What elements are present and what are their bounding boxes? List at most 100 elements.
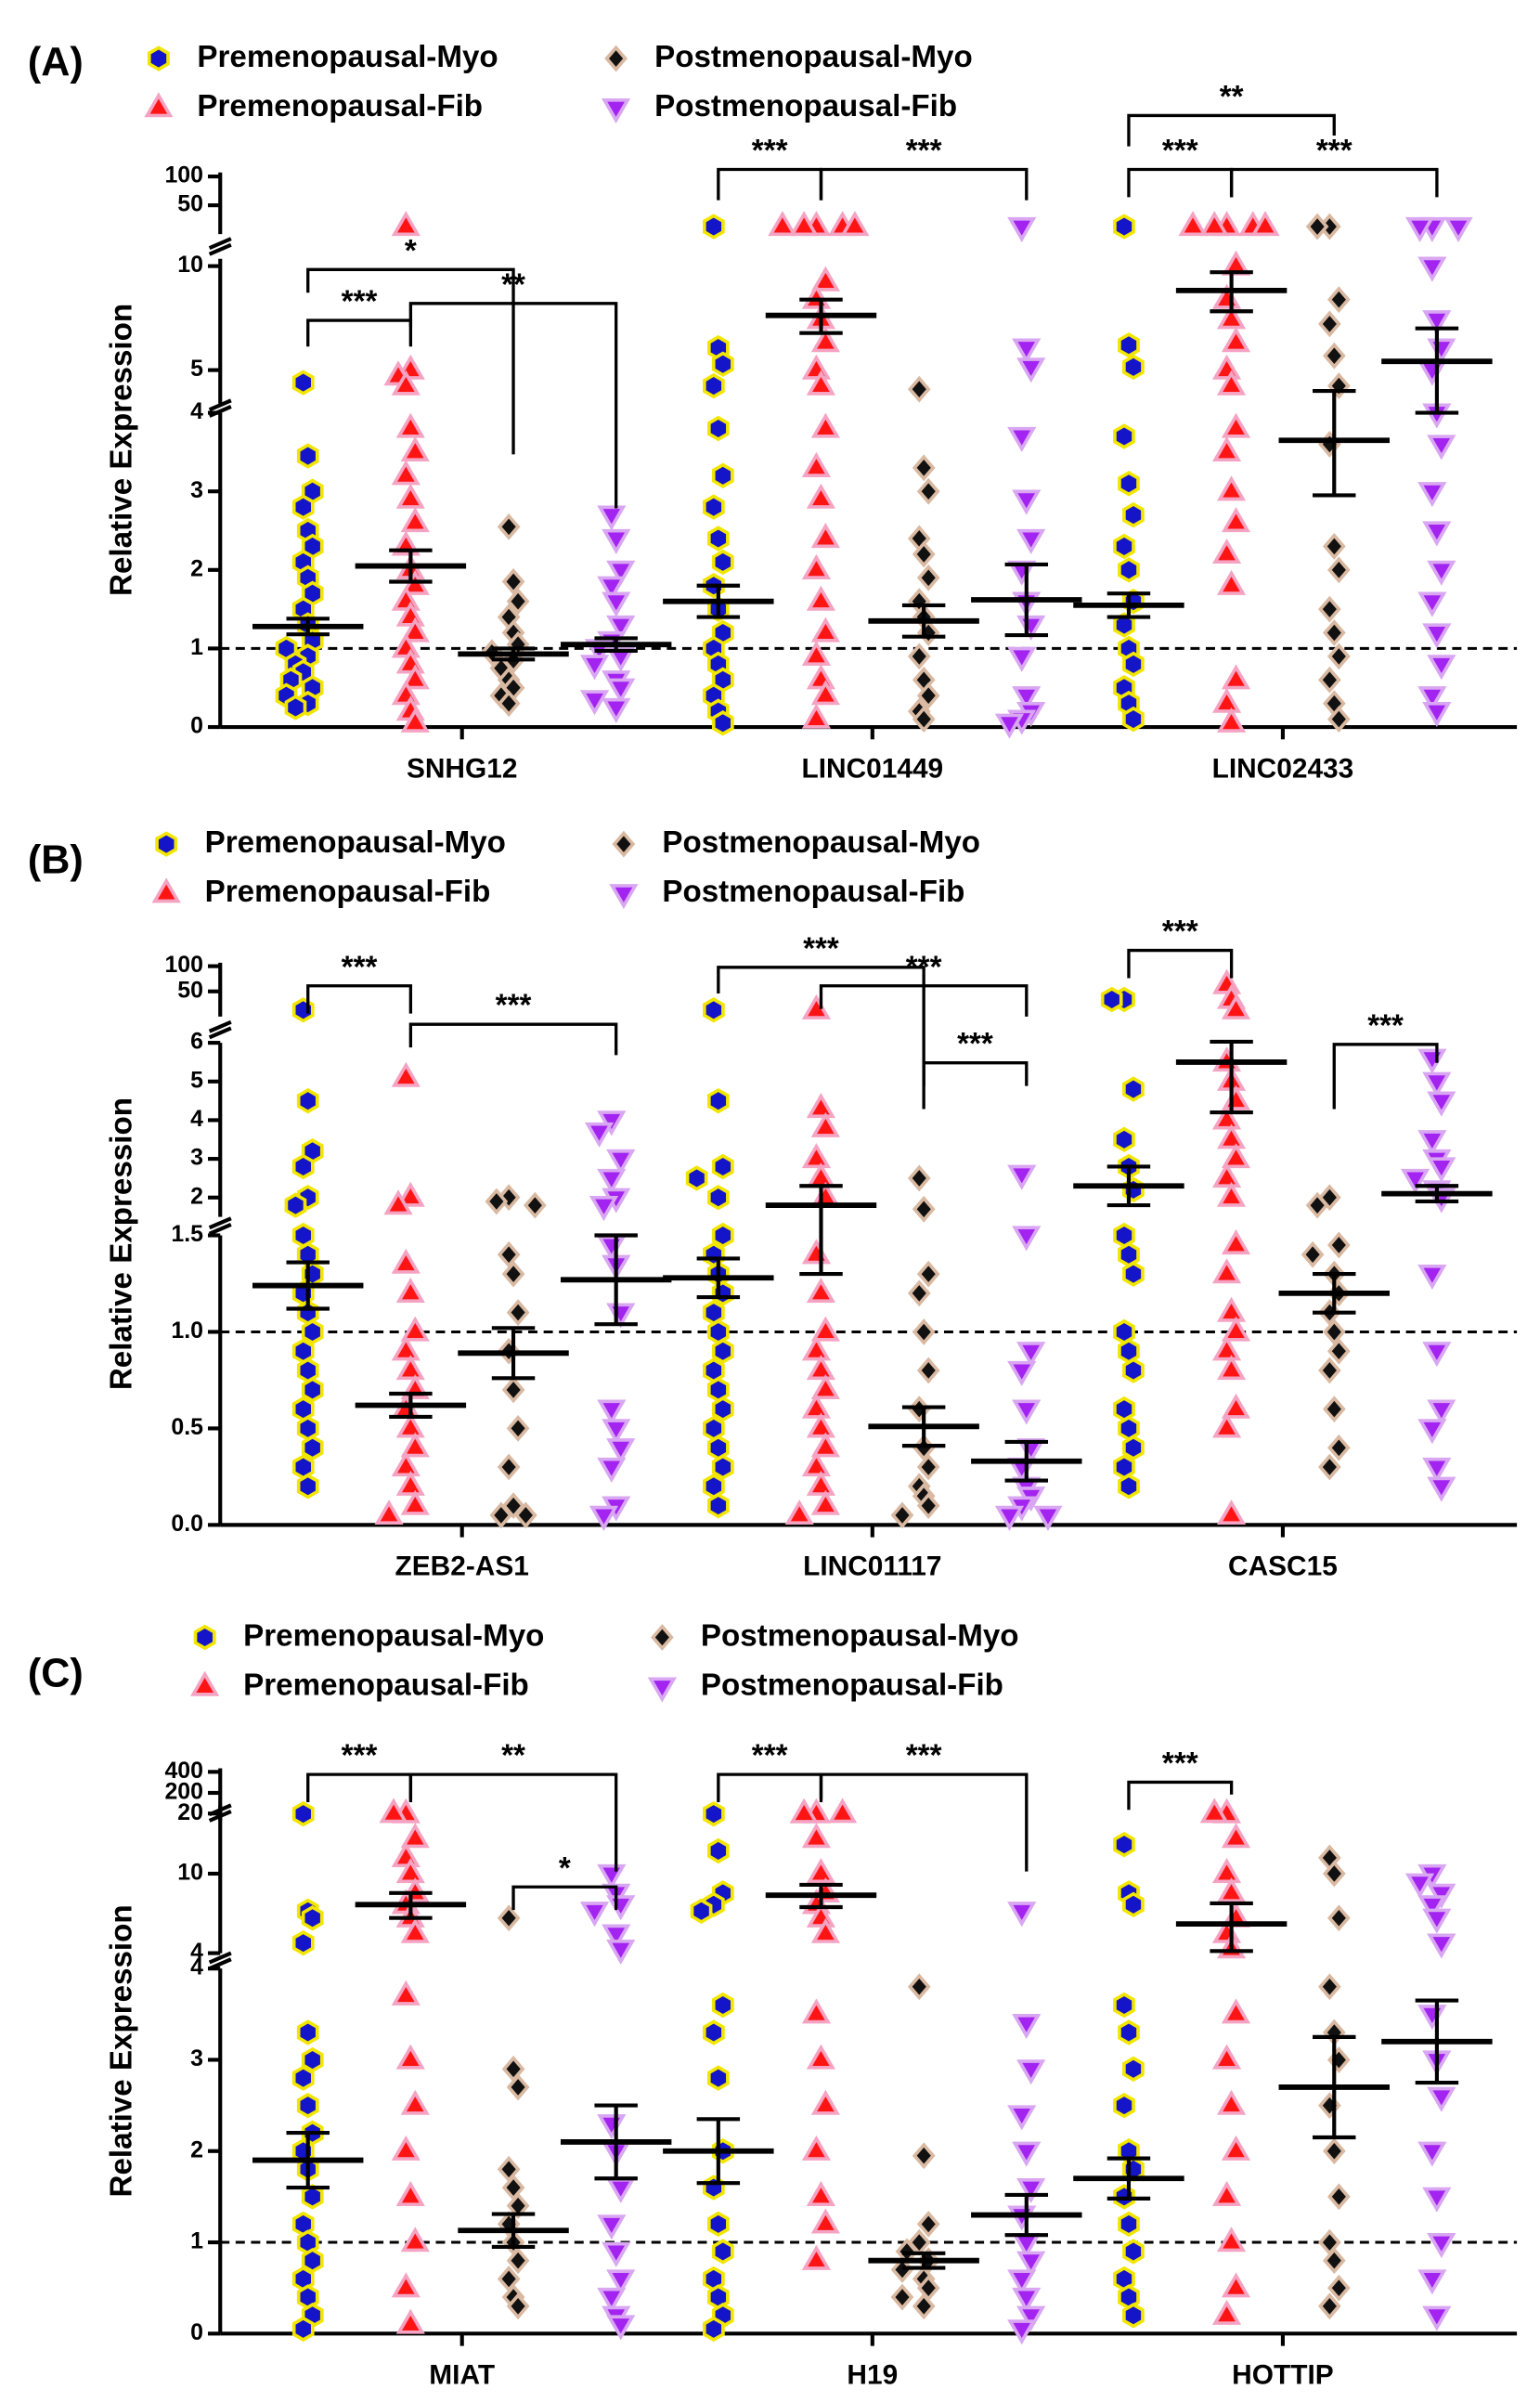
data-point xyxy=(395,483,425,509)
data-point xyxy=(1113,423,1135,449)
data-point xyxy=(606,2269,636,2295)
axis-break xyxy=(208,1951,232,1965)
data-point xyxy=(801,703,832,729)
data-point xyxy=(810,2089,840,2115)
data-point xyxy=(916,564,940,591)
data-point xyxy=(806,1093,836,1119)
data-point xyxy=(1326,706,1351,733)
data-point xyxy=(912,706,936,733)
data-point xyxy=(284,695,307,721)
data-point xyxy=(501,1260,525,1288)
data-point xyxy=(1326,1434,1351,1461)
data-point xyxy=(1118,2019,1140,2045)
data-point xyxy=(1122,651,1145,678)
data-point xyxy=(784,1500,814,1526)
legend-marker xyxy=(193,1624,216,1651)
data-point xyxy=(1113,1992,1135,2019)
data-point xyxy=(711,1338,734,1364)
data-point xyxy=(602,528,631,554)
data-point xyxy=(400,507,430,533)
axis-break xyxy=(208,405,232,418)
data-point xyxy=(1216,304,1247,330)
data-point xyxy=(1113,1318,1135,1345)
data-point xyxy=(284,1192,307,1218)
data-point xyxy=(1326,1337,1351,1365)
data-point xyxy=(1122,1891,1145,1918)
data-point xyxy=(711,1222,734,1249)
data-point xyxy=(301,1318,324,1345)
data-point xyxy=(801,1998,832,2024)
data-point xyxy=(1221,1084,1251,1110)
y-tick-label: 50 xyxy=(177,977,203,1003)
data-point xyxy=(703,1357,725,1383)
data-point xyxy=(579,655,610,681)
data-point xyxy=(597,2287,627,2313)
data-point xyxy=(706,1377,730,1403)
data-point xyxy=(1016,1342,1046,1368)
data-point xyxy=(1318,1453,1341,1481)
x-tick-label: HOTTIP xyxy=(1232,2360,1333,2391)
x-tick-label: H19 xyxy=(847,2360,898,2391)
x-tick-label: LINC01449 xyxy=(801,753,943,784)
legend-marker xyxy=(612,830,636,858)
data-point xyxy=(1216,1123,1247,1149)
significance-label: *** xyxy=(1162,134,1198,168)
data-point xyxy=(1216,370,1247,396)
data-point xyxy=(1016,2177,1046,2203)
data-point xyxy=(706,1435,730,1461)
y-tick-label: 4 xyxy=(190,1106,203,1132)
data-point xyxy=(1305,213,1329,240)
data-point xyxy=(506,588,530,616)
data-point xyxy=(916,1260,940,1288)
data-point xyxy=(584,1122,615,1148)
data-point xyxy=(395,412,425,438)
data-point xyxy=(806,1355,836,1381)
significance-label: *** xyxy=(1162,1746,1198,1781)
data-point xyxy=(801,1335,832,1361)
x-tick-label: MIAT xyxy=(429,2360,495,2391)
data-point xyxy=(706,1087,730,1114)
data-point xyxy=(301,1377,324,1403)
data-point xyxy=(1118,1415,1140,1442)
data-point xyxy=(806,2044,836,2070)
significance-bracket xyxy=(1127,167,1234,198)
data-point xyxy=(1417,686,1447,712)
data-point xyxy=(1250,211,1280,237)
data-point xyxy=(606,1438,636,1464)
data-point xyxy=(395,1470,425,1496)
significance-bracket xyxy=(306,318,413,347)
data-point xyxy=(890,2283,914,2311)
data-point xyxy=(912,2292,936,2320)
data-point xyxy=(296,2092,319,2119)
y-tick-label: 5 xyxy=(190,356,203,382)
data-point xyxy=(1221,1823,1251,1849)
data-point xyxy=(514,1501,537,1529)
data-point xyxy=(806,1858,836,1884)
y-tick-label: 20 xyxy=(177,1799,203,1825)
data-point xyxy=(606,1149,636,1175)
data-point xyxy=(606,646,636,672)
data-point xyxy=(1122,1261,1145,1287)
y-tick-label: 100 xyxy=(164,952,203,978)
data-point xyxy=(912,1195,936,1223)
data-point xyxy=(890,1501,914,1529)
data-point xyxy=(597,1457,627,1483)
data-point xyxy=(1113,2092,1135,2119)
data-point xyxy=(703,1474,725,1500)
data-point xyxy=(703,1800,725,1827)
legend-marker xyxy=(190,1670,220,1696)
data-point xyxy=(806,1277,836,1303)
data-point xyxy=(1007,216,1037,242)
data-point xyxy=(1122,354,1145,381)
data-point xyxy=(296,1087,319,1114)
data-point xyxy=(1427,435,1456,461)
data-point xyxy=(806,483,836,509)
data-point xyxy=(1322,619,1346,646)
x-tick-label: LINC02433 xyxy=(1212,753,1354,784)
significance-label: ** xyxy=(501,1739,525,1773)
x-tick-label: LINC01117 xyxy=(803,1552,941,1582)
data-point xyxy=(810,1917,840,1943)
data-point xyxy=(1211,435,1242,462)
axis-break xyxy=(208,1222,232,1236)
